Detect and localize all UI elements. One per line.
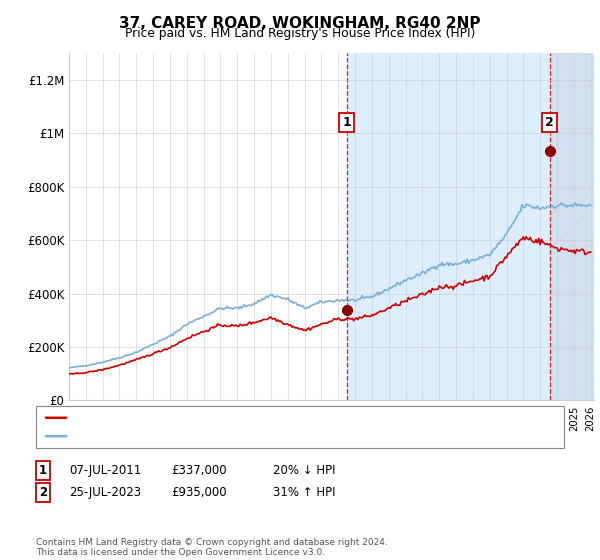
Text: 20% ↓ HPI: 20% ↓ HPI bbox=[273, 464, 335, 477]
Text: 37, CAREY ROAD, WOKINGHAM, RG40 2NP: 37, CAREY ROAD, WOKINGHAM, RG40 2NP bbox=[119, 16, 481, 31]
Text: 25-JUL-2023: 25-JUL-2023 bbox=[69, 486, 141, 500]
Text: 1: 1 bbox=[39, 464, 47, 477]
Text: 1: 1 bbox=[343, 116, 352, 129]
Text: 2: 2 bbox=[39, 486, 47, 500]
Text: 2: 2 bbox=[545, 116, 554, 129]
Bar bbox=[347, 53, 594, 400]
Text: 07-JUL-2011: 07-JUL-2011 bbox=[69, 464, 141, 477]
Text: 37, CAREY ROAD, WOKINGHAM, RG40 2NP (detached house): 37, CAREY ROAD, WOKINGHAM, RG40 2NP (det… bbox=[75, 413, 407, 423]
Text: Price paid vs. HM Land Registry's House Price Index (HPI): Price paid vs. HM Land Registry's House … bbox=[125, 27, 475, 40]
Text: £337,000: £337,000 bbox=[171, 464, 227, 477]
Text: HPI: Average price, detached house, Wokingham: HPI: Average price, detached house, Woki… bbox=[75, 431, 342, 441]
Text: 31% ↑ HPI: 31% ↑ HPI bbox=[273, 486, 335, 500]
Text: Contains HM Land Registry data © Crown copyright and database right 2024.
This d: Contains HM Land Registry data © Crown c… bbox=[36, 538, 388, 557]
Text: £935,000: £935,000 bbox=[171, 486, 227, 500]
Bar bbox=[550, 53, 594, 400]
